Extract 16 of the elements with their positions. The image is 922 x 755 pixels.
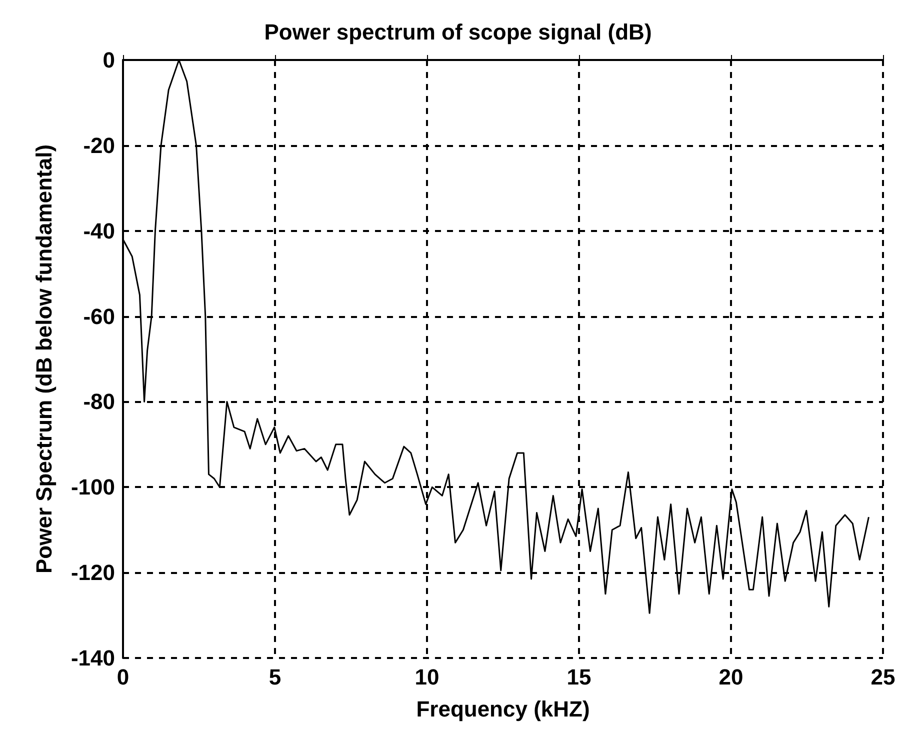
y-tick-label: -100 bbox=[70, 474, 115, 500]
x-tick-label: 20 bbox=[718, 664, 744, 690]
y-tick-label: 0 bbox=[102, 48, 115, 72]
x-tick-label: 15 bbox=[566, 664, 592, 690]
x-axis-title: Frequency (kHZ) bbox=[416, 696, 590, 722]
chart-title: Power spectrum of scope signal (dB) bbox=[264, 20, 652, 44]
y-tick-label: -140 bbox=[70, 646, 115, 670]
y-tick-label: -20 bbox=[83, 132, 115, 158]
y-axis-title: Power Spectrum (dB below fundamental) bbox=[32, 144, 56, 574]
x-tick-label: 5 bbox=[268, 664, 282, 690]
y-tick-label: -120 bbox=[70, 560, 115, 586]
x-tick-label: 25 bbox=[870, 664, 896, 690]
y-tick-label: -60 bbox=[83, 304, 115, 329]
y-tick-label: -80 bbox=[83, 389, 115, 414]
y-tick-label: -40 bbox=[83, 218, 115, 244]
x-tick-label: 10 bbox=[414, 664, 440, 690]
